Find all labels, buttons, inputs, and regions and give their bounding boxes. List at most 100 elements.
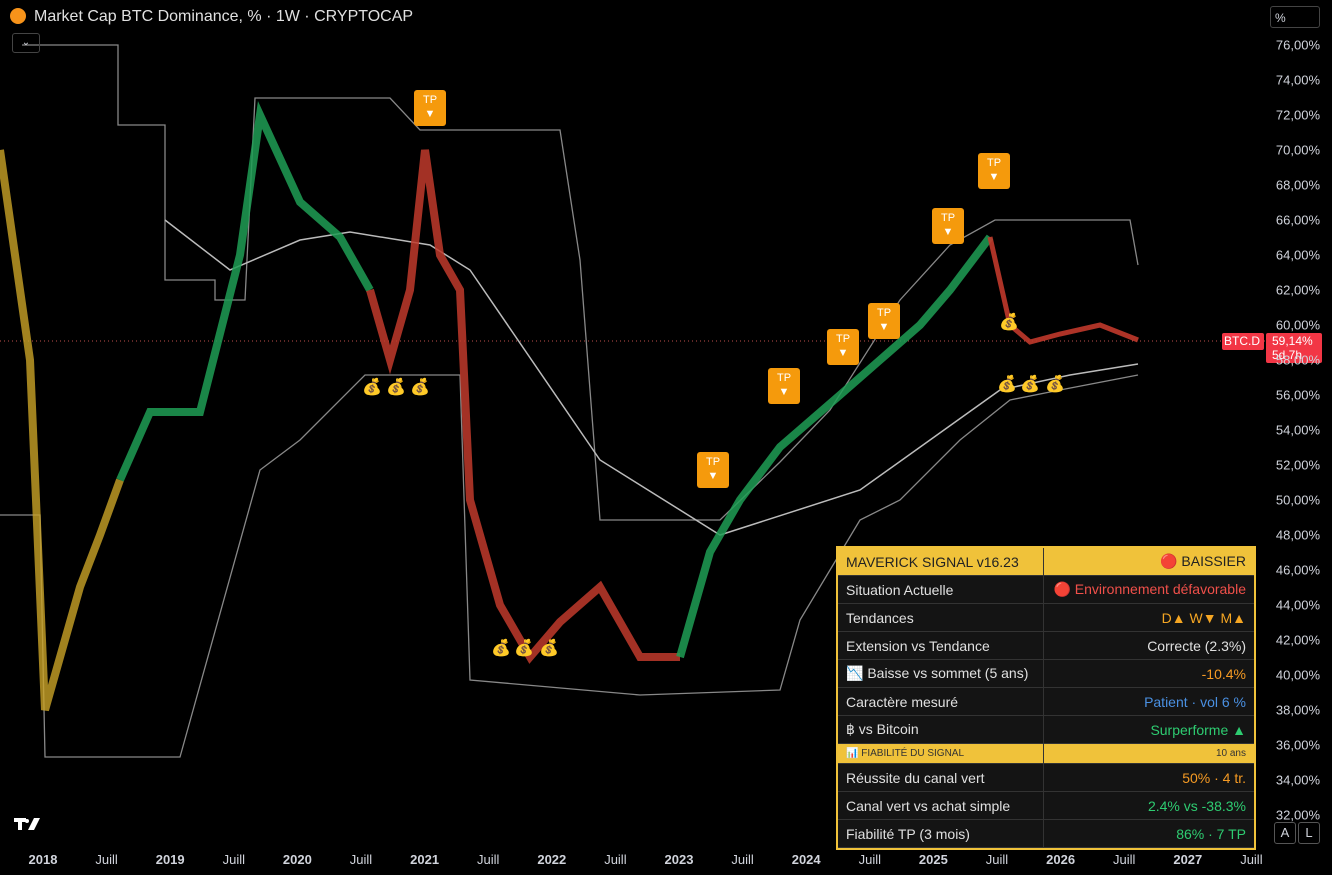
- y-axis-label: 64,00%: [1275, 247, 1320, 263]
- table-row: Situation Actuelle 🔴 Environnement défavo…: [838, 576, 1254, 604]
- svg-text:💰: 💰: [410, 377, 430, 396]
- x-axis-label: Juill: [985, 852, 1009, 867]
- tp-marker: TP ▼: [697, 452, 729, 488]
- table-row: Canal vert vs achat simple 2.4% vs -38.3%: [838, 792, 1254, 820]
- tp-arrow: ▼: [988, 171, 1000, 183]
- tp-label: TP: [776, 372, 792, 384]
- table-row: ฿ vs Bitcoin Surperforme ▲: [838, 716, 1254, 744]
- svg-text:💰: 💰: [999, 312, 1019, 331]
- y-axis-label: 56,00%: [1275, 387, 1320, 403]
- x-axis-label: 2027: [1173, 852, 1203, 867]
- y-axis-label: 74,00%: [1275, 72, 1320, 88]
- tv-logo: [14, 818, 40, 830]
- row-value: Correcte (2.3%): [1147, 637, 1246, 654]
- table-row: Réussite du canal vert 50% · 4 tr.: [838, 764, 1254, 792]
- row-value: 50% · 4 tr.: [1182, 769, 1246, 786]
- symbol-label: BTC.D: [1224, 334, 1260, 348]
- y-axis-label: 44,00%: [1275, 597, 1320, 613]
- y-axis-label: 54,00%: [1275, 422, 1320, 438]
- svg-text:💰: 💰: [386, 377, 406, 396]
- y-axis-label: 76,00%: [1275, 37, 1320, 53]
- table-row: Caractère mesuré Patient · vol 6 %: [838, 688, 1254, 716]
- x-axis-label: 2022: [537, 852, 567, 867]
- y-axis-label: 42,00%: [1275, 632, 1320, 648]
- tp-label: TP: [986, 157, 1002, 169]
- chart-title: Market Cap BTC Dominance, % · 1W · CRYPT…: [34, 8, 414, 25]
- band-green: [116, 100, 374, 482]
- table-row: Fiabilité TP (3 mois) 86% · 7 TP: [838, 820, 1254, 848]
- band-green-2: [676, 234, 994, 659]
- row-label: Canal vert vs achat simple: [838, 792, 1044, 819]
- svg-text:💰: 💰: [997, 374, 1017, 393]
- row-value: Surperforme ▲: [1150, 721, 1246, 738]
- x-axis-label: Juill: [349, 852, 373, 867]
- unit-button[interactable]: %: [1270, 6, 1320, 28]
- x-axis-label: 2021: [410, 852, 440, 867]
- y-axis-label: 34,00%: [1275, 772, 1320, 788]
- x-axis-label: 2026: [1046, 852, 1076, 867]
- channel-top: [22, 44, 1139, 521]
- row-value: D▲ W▼ M▲: [1161, 609, 1246, 626]
- row-label: Caractère mesuré: [838, 688, 1044, 715]
- svg-text:💰: 💰: [1045, 374, 1065, 393]
- y-axis-label: 62,00%: [1275, 282, 1320, 298]
- tp-marker: TP ▼: [868, 303, 900, 339]
- row-label: MAVERICK SIGNAL v16.23: [838, 548, 1044, 575]
- money-icons: 💰 💰 💰 💰 💰 💰 💰 💰 💰 💰: [362, 312, 1065, 657]
- table-row: 📉 Baisse vs sommet (5 ans) -10.4%: [838, 660, 1254, 688]
- x-axis-label: Juill: [222, 852, 245, 867]
- row-label: ฿ vs Bitcoin: [838, 716, 1044, 743]
- y-axis-label: 36,00%: [1275, 737, 1320, 753]
- x-axis-label: 2019: [155, 852, 185, 867]
- tp-arrow: ▼: [878, 321, 890, 333]
- row-label: Situation Actuelle: [838, 576, 1044, 603]
- svg-text:💰: 💰: [491, 638, 511, 657]
- tp-marker: TP ▼: [414, 90, 446, 126]
- y-axis-label: 72,00%: [1275, 107, 1320, 123]
- tp-arrow: ▼: [837, 347, 849, 359]
- x-axis-label: 2023: [664, 852, 694, 867]
- band-red-2: [987, 236, 1139, 345]
- svg-text:💰: 💰: [539, 638, 559, 657]
- y-axis-label: 50,00%: [1275, 492, 1320, 508]
- auto-scale-button[interactable]: A: [1274, 822, 1296, 844]
- x-axis-label: Juill: [1112, 852, 1136, 867]
- row-label: 📉 Baisse vs sommet (5 ans): [838, 660, 1044, 687]
- row-label: Tendances: [838, 604, 1044, 631]
- row-label: Extension vs Tendance: [838, 632, 1044, 659]
- row-label: Fiabilité TP (3 mois): [838, 820, 1044, 847]
- x-axis-label: Juill: [1240, 852, 1263, 867]
- y-axis-label: 48,00%: [1275, 527, 1320, 543]
- signal-table: MAVERICK SIGNAL v16.23 🔴 BAISSIER Situatio…: [836, 546, 1256, 850]
- band-red: [366, 149, 680, 664]
- table-row: Extension vs Tendance Correcte (2.3%): [838, 632, 1254, 660]
- row-value: 2.4% vs -38.3%: [1147, 797, 1246, 814]
- row-label: Réussite du canal vert: [838, 764, 1044, 791]
- tp-label: TP: [940, 212, 956, 224]
- price-label: 59,14%: [1272, 334, 1313, 348]
- y-axis-label: 38,00%: [1275, 702, 1320, 718]
- price-tag: [1266, 333, 1322, 363]
- x-axis-label: 2024: [791, 852, 821, 867]
- x-axis-label: Juill: [476, 852, 500, 867]
- moving-average: [164, 219, 1139, 536]
- svg-text:💰: 💰: [1020, 374, 1040, 393]
- tp-marker: TP ▼: [978, 153, 1010, 189]
- channel-bottom: [0, 374, 1139, 758]
- y-axis-label: 40,00%: [1275, 667, 1320, 683]
- y-axis-label: 52,00%: [1275, 457, 1320, 473]
- row-value: 10 ans: [1215, 748, 1246, 759]
- tp-label: TP: [705, 456, 721, 468]
- svg-text:💰: 💰: [514, 638, 534, 657]
- log-scale-button[interactable]: L: [1298, 822, 1320, 844]
- x-axis-label: Juill: [731, 852, 754, 867]
- y-axis-label: 46,00%: [1275, 562, 1320, 578]
- row-label: 📊 FIABILITÉ DU SIGNAL: [838, 744, 1044, 763]
- x-axis-label: Juill: [95, 852, 118, 867]
- row-value: 🔴 BAISSIER: [1160, 553, 1246, 569]
- y-axis-label: 70,00%: [1275, 142, 1320, 158]
- tp-marker: TP ▼: [827, 329, 859, 365]
- collapse-button[interactable]: ⌄: [12, 33, 40, 53]
- x-axis-label: 2025: [918, 852, 948, 867]
- row-value: Patient · vol 6 %: [1144, 693, 1246, 710]
